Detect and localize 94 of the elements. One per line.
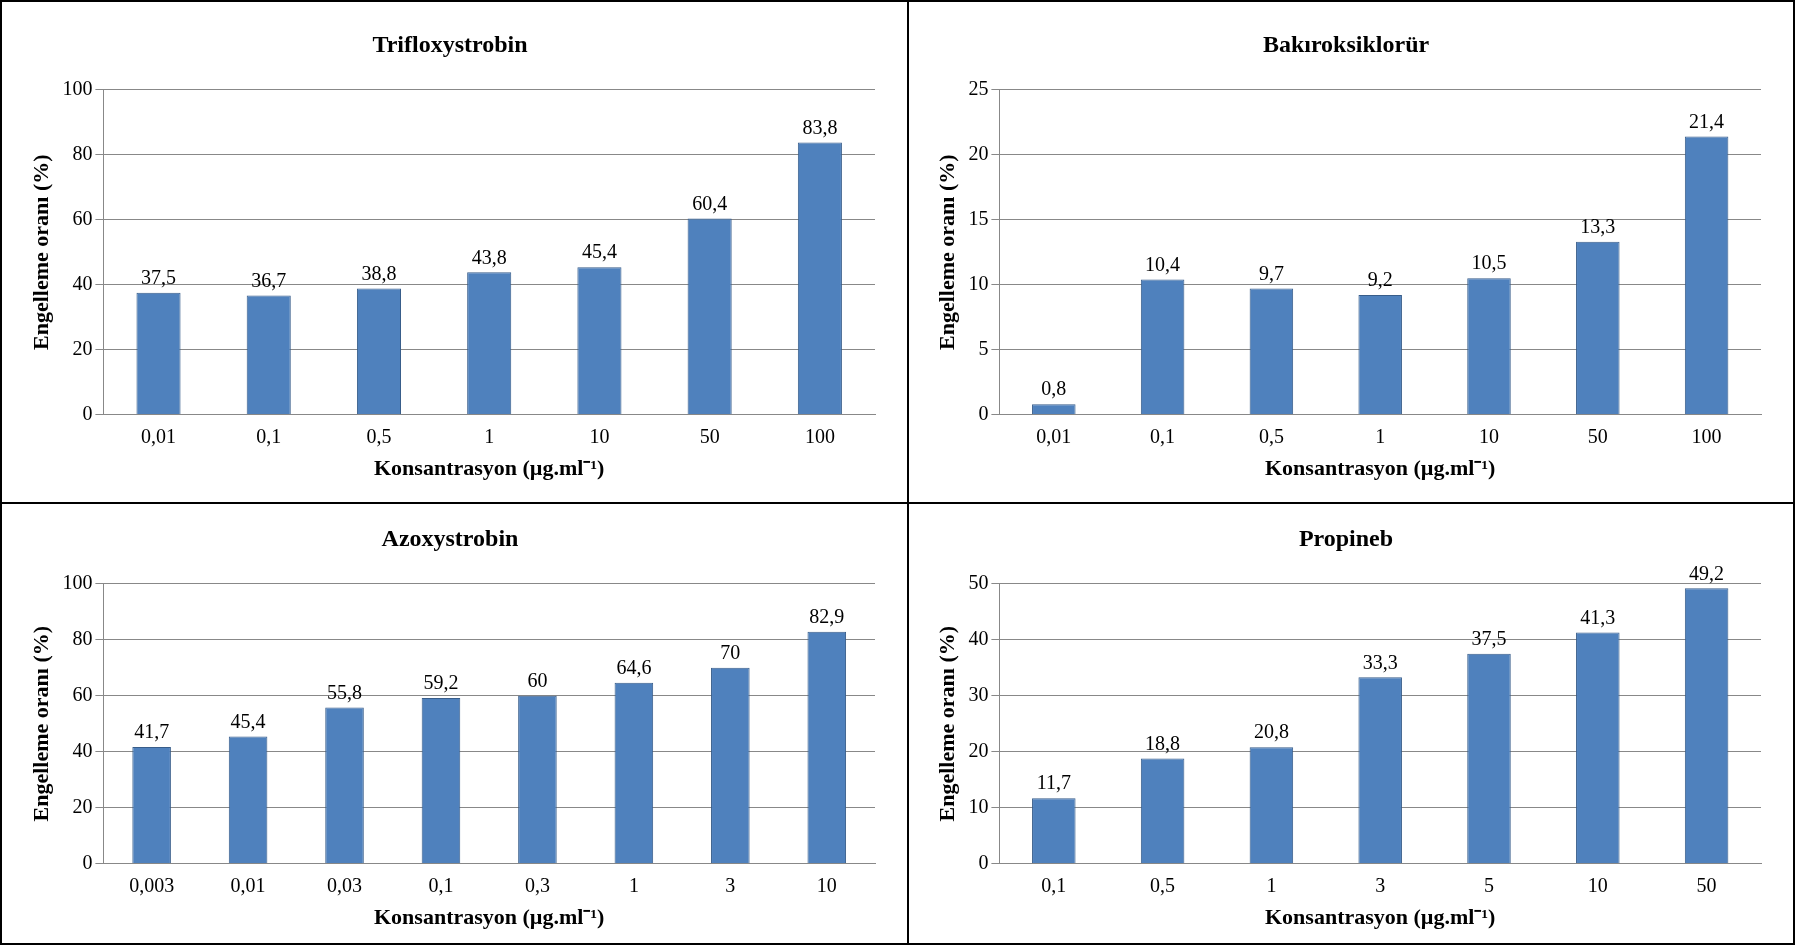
data-label: 33,3 [1362,650,1398,673]
x-tick-label: 0,01 [140,424,176,447]
y-tick-label: 20 [968,738,989,761]
x-tick-label: 10 [1479,424,1499,447]
y-tick-label: 60 [71,682,92,705]
x-tick-label: 0,3 [524,873,550,896]
x-tick-label: 3 [1375,873,1386,896]
x-tick-label: 100 [804,424,835,447]
y-tick-label: 60 [71,206,92,229]
x-tick-label: 0,1 [255,424,281,447]
x-tick-label: 1 [1266,873,1277,896]
x-tick-label: 50 [1696,873,1717,896]
data-label: 11,7 [1036,771,1071,794]
x-tick-label: 10 [588,424,609,447]
data-label: 60 [526,668,547,691]
data-label: 64,6 [615,656,651,679]
data-label: 83,8 [801,115,837,138]
x-tick-label: 1 [1375,424,1386,447]
x-tick-label: 0,5 [1150,873,1176,896]
y-tick-label: 100 [61,77,92,100]
data-label: 18,8 [1145,731,1181,754]
data-label: 60,4 [691,191,727,214]
y-tick-label: 0 [81,850,92,873]
y-tick-label: 30 [968,682,989,705]
y-axis-title: Engelleme oranı (%) [27,154,53,350]
data-label: 10,4 [1145,252,1181,275]
x-tick-label: 0,5 [365,424,391,447]
data-label: 20,8 [1253,720,1289,743]
x-axis-title: Konsantrasyon (µg.ml⁻¹) [1265,455,1496,481]
y-tick-label: 50 [968,571,989,594]
y-tick-label: 100 [61,571,92,594]
x-tick-label: 0,03 [326,873,362,896]
data-label: 21,4 [1689,109,1725,132]
data-label: 41,3 [1580,605,1616,628]
x-axis-title: Konsantrasyon (µg.ml⁻¹) [373,904,604,930]
y-tick-label: 20 [71,794,92,817]
y-axis-title: Engelleme oranı (%) [933,154,959,350]
x-tick-label: 0,5 [1258,424,1284,447]
x-tick-label: 0,01 [1036,424,1072,447]
x-tick-label: 10 [1587,873,1608,896]
x-tick-label: 10 [816,873,837,896]
x-tick-label: 50 [699,424,720,447]
x-axis-title: Konsantrasyon (µg.ml⁻¹) [373,455,604,481]
y-tick-label: 20 [71,336,92,359]
y-tick-label: 15 [968,206,989,229]
data-label: 59,2 [422,671,458,694]
data-label: 9,7 [1258,261,1284,284]
y-tick-label: 0 [978,401,989,424]
x-tick-label: 1 [483,424,494,447]
x-axis-title: Konsantrasyon (µg.ml⁻¹) [1265,904,1496,930]
y-tick-label: 40 [71,271,92,294]
x-tick-label: 0,1 [1150,424,1176,447]
x-tick-label: 0,1 [1041,873,1067,896]
y-tick-label: 80 [71,627,92,650]
data-label: 13,3 [1580,215,1616,238]
chart-title: Trifloxystrobin [371,30,528,57]
data-label: 10,5 [1471,251,1507,274]
y-tick-label: 0 [81,401,92,424]
x-tick-label: 0,1 [427,873,453,896]
chart-title: Bakıroksiklorür [1262,30,1430,57]
chart-title: Propineb [1298,524,1394,551]
x-tick-label: 3 [724,873,735,896]
y-tick-label: 10 [968,271,989,294]
data-label: 0,8 [1041,377,1067,400]
x-tick-label: 1 [628,873,639,896]
x-tick-label: 0,003 [128,873,174,896]
data-label: 45,4 [581,240,617,263]
data-label: 45,4 [230,709,266,732]
x-tick-label: 100 [1691,424,1722,447]
y-tick-label: 25 [968,77,989,100]
chart-title: Azoxystrobin [381,524,518,551]
y-tick-label: 5 [978,336,989,359]
data-label: 55,8 [326,680,362,703]
y-tick-label: 20 [968,142,989,165]
x-tick-label: 5 [1484,873,1494,896]
data-label: 43,8 [471,245,507,268]
data-label: 82,9 [808,604,844,627]
y-tick-label: 0 [978,850,989,873]
y-tick-label: 80 [71,142,92,165]
y-tick-label: 40 [968,627,989,650]
data-label: 70 [719,640,740,663]
data-label: 37,5 [1471,627,1507,649]
data-label: 36,7 [250,268,286,291]
data-label: 37,5 [140,266,176,289]
y-tick-label: 40 [71,738,92,761]
data-label: 9,2 [1367,268,1393,291]
y-axis-title: Engelleme oranı (%) [27,625,53,822]
x-tick-label: 0,01 [230,873,266,896]
y-tick-label: 10 [968,794,989,817]
x-tick-label: 50 [1587,424,1608,447]
data-label: 38,8 [360,261,396,284]
data-label: 41,7 [133,720,169,743]
data-label: 49,2 [1689,561,1725,584]
y-axis-title: Engelleme oranı (%) [933,625,959,822]
